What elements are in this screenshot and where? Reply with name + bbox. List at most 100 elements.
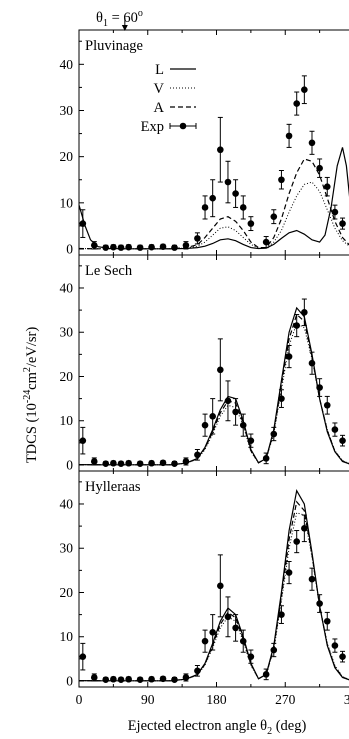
panel-frame (78, 470, 349, 688)
y-tick-label: 20 (60, 369, 74, 384)
exp-point (125, 459, 132, 467)
exp-point (278, 176, 285, 184)
exp-point (224, 613, 232, 621)
legend-exp-marker (179, 122, 187, 130)
exp-point (232, 408, 239, 416)
exp-point (239, 637, 247, 645)
panel-pluvinage: 0 10 20 30 40 Pluvinage LVA Exp (60, 29, 349, 257)
exp-point (102, 244, 110, 251)
exp-point (209, 629, 216, 636)
exp-point (201, 421, 209, 429)
exp-point (148, 675, 155, 683)
x-tick-label: 90 (141, 692, 155, 707)
exp-point (79, 653, 87, 660)
exp-point (117, 244, 125, 251)
exp-point (232, 190, 239, 197)
exp-point (117, 676, 125, 683)
y-axis-title: TDCS (10-24cm2/eV/sr) (22, 327, 40, 464)
exp-point (247, 437, 255, 444)
exp-point (224, 178, 232, 186)
series-L (79, 488, 349, 682)
exp-point (136, 460, 144, 467)
x-tick-label: 360 (344, 692, 349, 707)
panel-label: Le Sech (85, 263, 133, 279)
exp-point (209, 413, 216, 420)
exp-point (159, 243, 167, 250)
exp-point (278, 611, 285, 618)
y-tick-label: 0 (66, 458, 73, 473)
exp-point (125, 675, 132, 683)
exp-point (270, 430, 278, 438)
exp-point (331, 642, 339, 649)
exp-point (90, 242, 98, 249)
exp-point (301, 525, 308, 532)
exp-point (102, 676, 110, 683)
exp-point (79, 220, 87, 227)
series-V (79, 181, 349, 250)
exp-point (262, 455, 270, 462)
x-axis-title: Ejected electron angle θ2 (deg) (128, 718, 307, 737)
panel-hylleraas: 0 10 20 30 40 Hylleraas 0 90 180 270 360 (60, 470, 349, 707)
theta1-annotation: θ1 = 60o (96, 8, 143, 29)
exp-point (270, 646, 278, 654)
exp-point (278, 395, 285, 402)
exp-point (323, 617, 331, 625)
exp-point (301, 86, 308, 94)
series-V (79, 512, 349, 682)
exp-point (194, 667, 201, 675)
y-tick-label: 40 (60, 496, 74, 511)
exp-point (239, 421, 247, 429)
series-V (79, 322, 349, 466)
y-tick-label: 10 (60, 413, 74, 428)
legend: LVA Exp (141, 62, 197, 135)
x-tick-label: 180 (206, 692, 227, 707)
exp-point (136, 244, 144, 251)
y-tick-label: 0 (66, 674, 73, 689)
exp-point (110, 459, 117, 467)
series-L (79, 147, 349, 250)
exp-point (136, 676, 144, 683)
exp-point (217, 582, 224, 590)
y-tick-label: 30 (60, 541, 74, 556)
exp-point (339, 653, 346, 660)
legend-label: A (154, 100, 165, 116)
y-tick-label: 10 (60, 195, 74, 210)
exp-point (301, 309, 308, 316)
panel-le-sech: 0 10 20 30 40 Le Sech (60, 254, 349, 473)
exp-point (331, 208, 339, 216)
y-tick-label: 40 (60, 57, 74, 72)
exp-point (171, 460, 178, 467)
exp-point (239, 204, 247, 211)
exp-point (293, 100, 301, 107)
exp-point (159, 459, 167, 467)
exp-point (224, 397, 232, 405)
panel-label: Pluvinage (85, 38, 143, 54)
exp-point (293, 322, 301, 329)
series-L (79, 306, 349, 466)
exp-point (232, 624, 239, 632)
legend-label: Exp (141, 119, 164, 135)
panel-frame (78, 254, 349, 472)
x-tick-label: 0 (76, 692, 83, 707)
exp-point (171, 676, 178, 683)
exp-point (194, 451, 201, 459)
exp-point (182, 242, 190, 249)
exp-point (79, 437, 87, 444)
exp-point (117, 460, 125, 467)
exp-point (323, 401, 331, 409)
exp-point (308, 139, 316, 147)
y-tick-label: 30 (60, 325, 74, 340)
exp-point (102, 460, 110, 467)
exp-point (182, 674, 190, 681)
exp-point (125, 243, 132, 251)
exp-point (339, 437, 346, 444)
exp-point (285, 353, 293, 360)
exp-point (194, 235, 201, 242)
exp-point (316, 164, 323, 172)
exp-point (308, 575, 316, 583)
exp-point (323, 183, 331, 190)
exp-point (90, 674, 98, 681)
exp-point (285, 132, 293, 140)
exp-point (110, 675, 117, 683)
